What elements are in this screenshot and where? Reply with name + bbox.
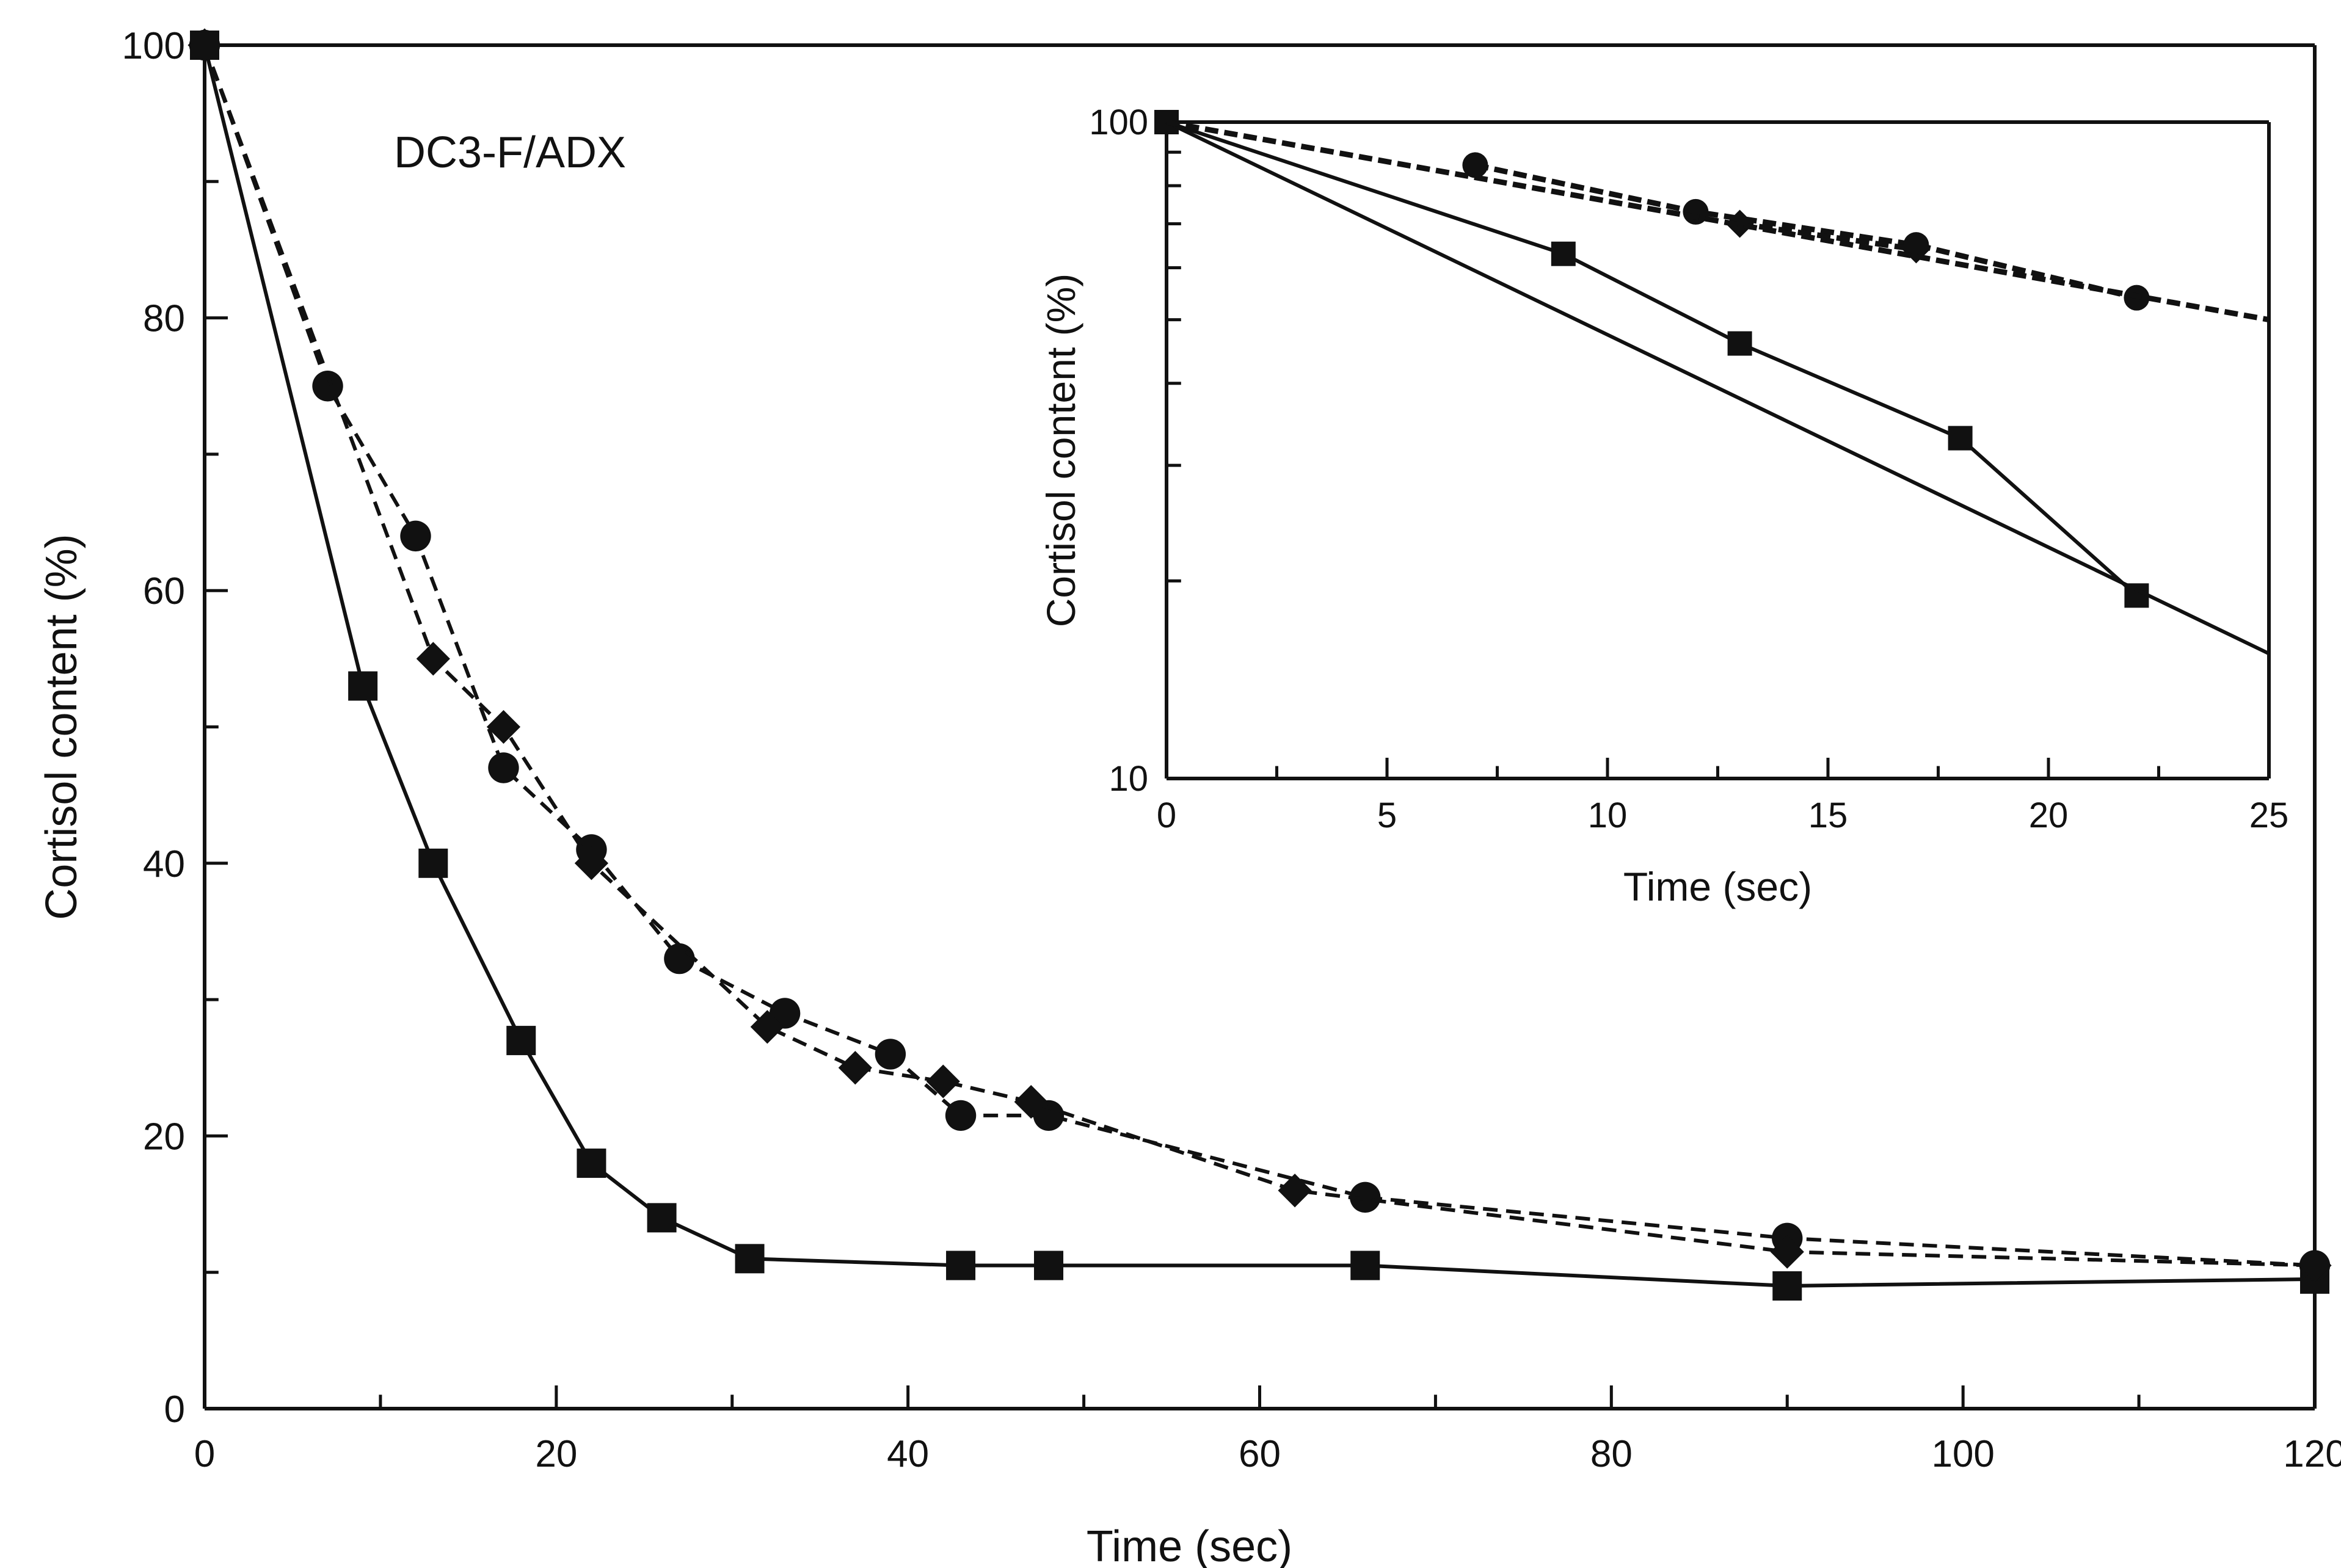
chart-title: DC3-F/ADX (394, 128, 626, 177)
square-marker (647, 1203, 677, 1233)
square-marker (348, 671, 378, 701)
diamond-marker (750, 1010, 784, 1044)
y-axis-title: Cortisol content (%) (1038, 274, 1083, 628)
x-tick-label: 10 (1588, 796, 1628, 835)
y-tick-label: 10 (1109, 759, 1148, 799)
square-marker (1727, 331, 1752, 356)
square-marker (1034, 1250, 1063, 1280)
diamond-marker (187, 28, 222, 62)
square-marker (1772, 1271, 1802, 1301)
square-marker (1948, 426, 1973, 451)
x-axis-title: Time (sec) (1623, 864, 1812, 909)
circle-marker (1683, 198, 1709, 225)
square-marker (1551, 241, 1576, 266)
diamond-marker (416, 642, 450, 676)
diamond-marker (1725, 209, 1754, 238)
series-0-line (203, 45, 2315, 1288)
diamond-marker (574, 846, 609, 880)
x-tick-label: 80 (1590, 1433, 1633, 1475)
series-1-line (1474, 162, 2138, 301)
x-tick-label: 15 (1808, 796, 1848, 835)
circle-marker (1350, 1181, 1381, 1213)
x-tick-label: 0 (1157, 796, 1176, 835)
series-4-line (1166, 119, 2270, 323)
circle-marker (400, 520, 431, 552)
circle-marker (664, 943, 695, 975)
series-3-line (1165, 120, 2270, 656)
diamond-marker (486, 710, 521, 744)
y-tick-label: 20 (143, 1116, 185, 1158)
diamond-marker (838, 1051, 872, 1085)
x-tick-label: 100 (1931, 1433, 1994, 1475)
diamond-marker (1278, 1174, 1312, 1208)
diamond-marker (1014, 1084, 1048, 1119)
square-marker (1350, 1250, 1380, 1280)
y-tick-label: 0 (164, 1388, 185, 1431)
y-tick-label: 100 (1089, 103, 1148, 142)
x-tick-label: 25 (2249, 796, 2289, 835)
diamond-marker (926, 1064, 960, 1098)
diamond-marker (1770, 1235, 1804, 1269)
square-marker (946, 1250, 976, 1280)
square-marker (418, 848, 448, 878)
circle-marker (488, 752, 519, 783)
inset-chart: 0 5 10 15 20 25 10 100 Time (sec) Cortisol conten… (1038, 103, 2288, 909)
x-axis-title: Time (sec) (1087, 1522, 1292, 1568)
y-tick-label: 100 (122, 25, 185, 67)
diamond-marker (2298, 1248, 2332, 1283)
square-marker (506, 1026, 536, 1056)
x-tick-label: 120 (2283, 1433, 2341, 1475)
x-tick-label: 20 (2029, 796, 2069, 835)
x-tick-label: 0 (194, 1433, 215, 1475)
circle-marker (1462, 152, 1488, 178)
circle-marker (875, 1039, 906, 1070)
y-tick-label: 60 (143, 570, 185, 612)
series-2-line (203, 44, 2315, 1268)
square-marker (735, 1244, 765, 1274)
x-tick-label: 40 (887, 1433, 929, 1475)
x-tick-label: 20 (535, 1433, 577, 1475)
x-tick-label: 5 (1377, 796, 1397, 835)
y-tick-label: 40 (143, 843, 185, 885)
circle-marker (945, 1100, 977, 1131)
y-axis-title: Cortisol content (%) (37, 534, 86, 920)
x-tick-label: 60 (1239, 1433, 1281, 1475)
square-marker (577, 1149, 606, 1178)
y-tick-label: 80 (143, 298, 185, 340)
